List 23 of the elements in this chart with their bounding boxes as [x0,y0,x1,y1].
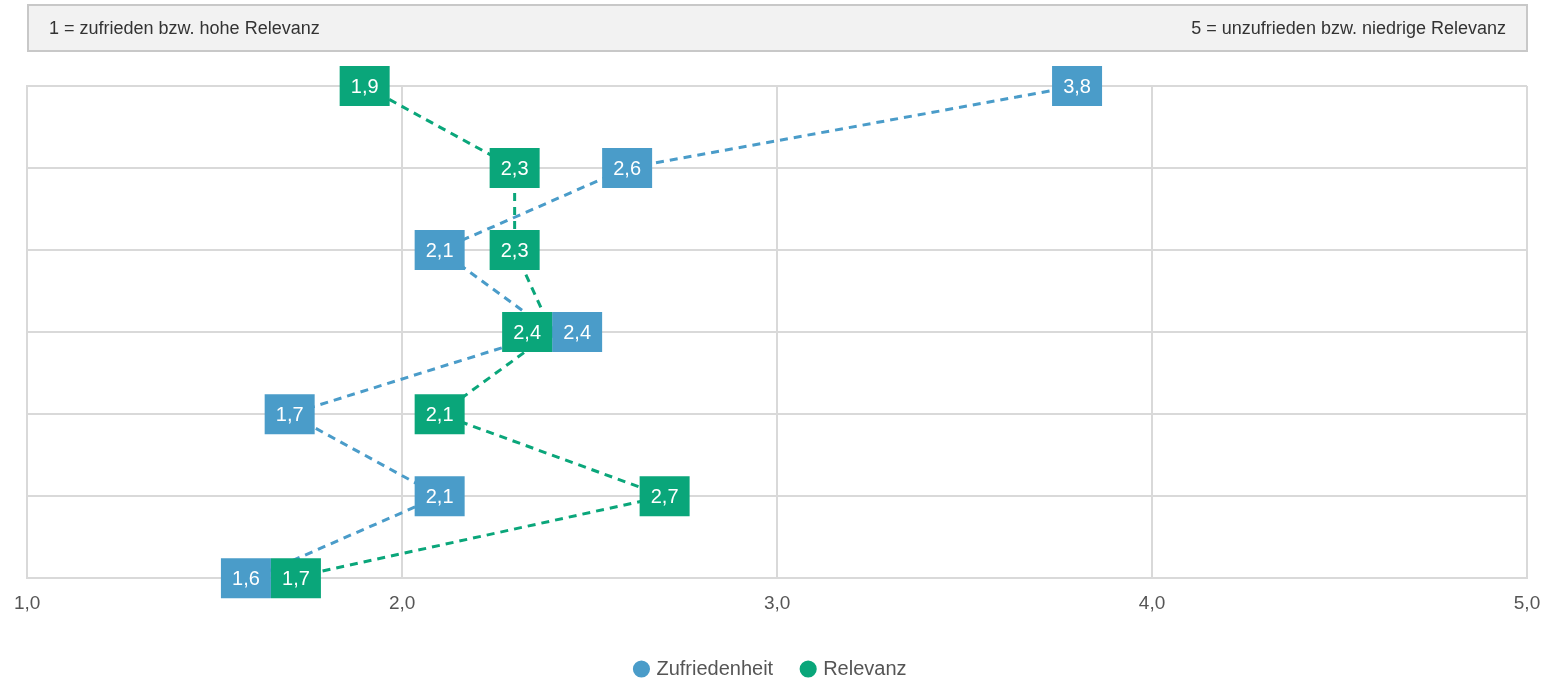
legend-label: Zufriedenheit [656,656,774,679]
data-label: 2,6 [613,156,642,179]
data-label: 2,7 [650,484,679,507]
data-label: 1,9 [350,74,379,97]
x-tick-label: 2,0 [388,591,416,613]
data-label: 1,6 [232,566,260,589]
x-tick-label: 1,0 [14,591,41,613]
x-tick-label: 5,0 [1513,591,1541,613]
data-label: 2,3 [500,156,529,179]
data-label: 2,4 [513,320,542,343]
legend-label: Relevanz [823,656,907,679]
data-label: 2,1 [425,238,454,261]
data-label: 2,3 [500,238,529,261]
data-label: 1,7 [275,402,304,425]
data-label: 3,8 [1063,74,1091,97]
x-tick-label: 3,0 [763,591,791,613]
x-tick-label: 4,0 [1138,591,1166,613]
text: 1 = zufrieden bzw. hohe Relevanz [49,17,320,39]
data-label: 2,1 [425,484,454,507]
data-label: 1,7 [282,566,310,589]
data-label: 2,1 [425,402,454,425]
text: 5 = unzufrieden bzw. niedrige Relevanz [1191,17,1506,39]
data-label: 2,4 [563,320,592,343]
